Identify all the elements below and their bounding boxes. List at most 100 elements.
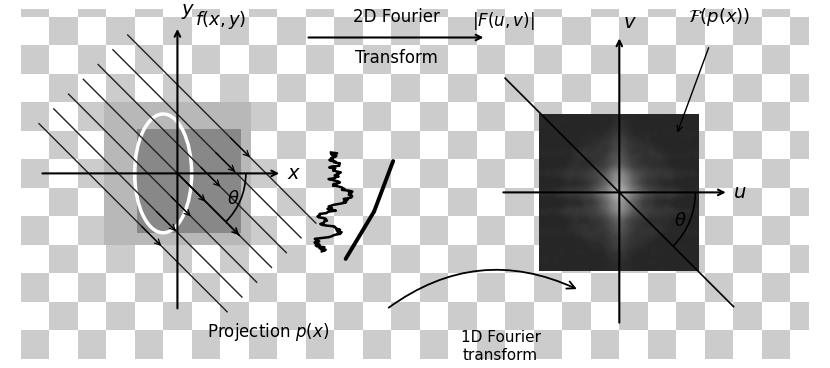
Bar — [705, 273, 734, 302]
Bar — [249, 74, 277, 102]
Bar — [762, 302, 790, 330]
Bar — [420, 131, 448, 159]
Bar — [619, 17, 648, 45]
Bar — [676, 216, 705, 245]
Bar — [334, 216, 363, 245]
Bar — [49, 17, 78, 45]
Bar — [391, 74, 420, 102]
Bar — [21, 159, 49, 188]
Bar — [134, 330, 164, 359]
Bar — [277, 131, 305, 159]
Bar — [21, 102, 49, 131]
Bar — [49, 131, 78, 159]
Bar — [305, 45, 334, 74]
Bar — [192, 17, 220, 45]
Text: Transform: Transform — [354, 49, 437, 67]
Bar — [591, 302, 619, 330]
Bar — [363, 330, 391, 359]
Bar — [648, 131, 676, 159]
Bar — [734, 159, 762, 188]
Bar — [619, 74, 648, 102]
Bar — [591, 188, 619, 216]
Bar — [505, 102, 534, 131]
Bar — [334, 330, 363, 359]
Bar — [734, 74, 762, 102]
Bar — [619, 45, 648, 74]
Bar — [619, 302, 648, 330]
Bar — [705, 330, 734, 359]
Bar — [106, 131, 134, 159]
Bar — [790, 330, 819, 359]
Bar — [476, 45, 505, 74]
Bar — [220, 330, 249, 359]
Bar — [249, 159, 277, 188]
Bar — [648, 159, 676, 188]
Bar — [192, 159, 220, 188]
Bar — [705, 0, 734, 17]
Bar — [705, 216, 734, 245]
Bar — [192, 45, 220, 74]
Bar — [249, 131, 277, 159]
Bar — [49, 216, 78, 245]
Bar — [762, 245, 790, 273]
Bar — [619, 245, 648, 273]
Bar — [790, 188, 819, 216]
Bar — [790, 216, 819, 245]
Bar — [676, 45, 705, 74]
Bar — [134, 302, 164, 330]
Bar — [676, 74, 705, 102]
Bar — [476, 131, 505, 159]
Bar — [334, 245, 363, 273]
Bar — [505, 245, 534, 273]
Bar — [476, 0, 505, 17]
Bar — [819, 159, 830, 188]
Bar — [134, 0, 164, 17]
Bar — [106, 159, 134, 188]
Bar — [762, 45, 790, 74]
Bar — [591, 17, 619, 45]
Bar — [819, 131, 830, 159]
Bar — [305, 302, 334, 330]
Bar — [734, 131, 762, 159]
Bar — [534, 74, 562, 102]
Bar — [420, 216, 448, 245]
Bar — [78, 74, 106, 102]
Bar — [734, 102, 762, 131]
Bar — [819, 188, 830, 216]
Bar — [192, 273, 220, 302]
Bar — [391, 159, 420, 188]
Bar — [819, 17, 830, 45]
Bar — [391, 188, 420, 216]
Bar — [762, 102, 790, 131]
Text: $y$: $y$ — [181, 2, 196, 21]
Bar — [134, 159, 164, 188]
Bar — [277, 273, 305, 302]
Bar — [591, 159, 619, 188]
Bar — [49, 330, 78, 359]
Bar — [277, 245, 305, 273]
Bar — [619, 102, 648, 131]
Bar — [78, 159, 106, 188]
Bar — [334, 45, 363, 74]
Bar — [648, 74, 676, 102]
Bar — [106, 74, 134, 102]
Bar — [448, 330, 476, 359]
Bar — [505, 302, 534, 330]
Bar — [562, 216, 591, 245]
Bar — [762, 74, 790, 102]
Bar — [277, 74, 305, 102]
Bar — [78, 17, 106, 45]
Bar — [505, 216, 534, 245]
Bar — [164, 330, 192, 359]
Bar — [734, 302, 762, 330]
Bar — [420, 74, 448, 102]
Bar — [420, 0, 448, 17]
Bar — [790, 0, 819, 17]
Bar — [790, 302, 819, 330]
Bar — [164, 45, 192, 74]
Bar — [21, 0, 49, 17]
Bar — [562, 273, 591, 302]
Bar — [534, 17, 562, 45]
Bar — [591, 216, 619, 245]
Text: 2D Fourier: 2D Fourier — [353, 8, 439, 26]
